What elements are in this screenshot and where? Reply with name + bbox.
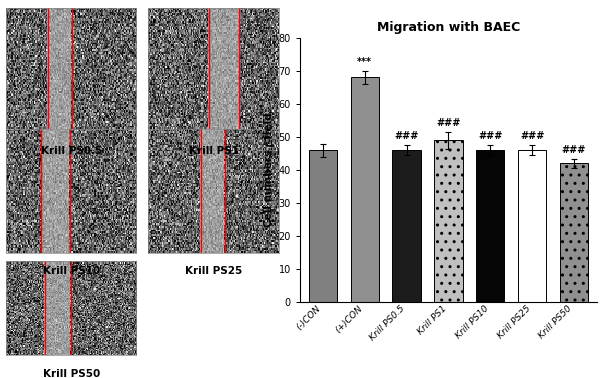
Text: ###: ### [478,131,502,141]
Bar [393,150,421,302]
Bar [560,164,588,302]
Bar [308,150,337,302]
Text: Krill PS1: Krill PS1 [188,146,239,155]
Y-axis label: Cell numbers / field: Cell numbers / field [264,113,275,228]
Text: ###: ### [562,144,586,155]
Text: ###: ### [520,131,544,141]
Bar [435,140,462,302]
Bar [351,77,379,302]
Text: Krill PS25: Krill PS25 [185,266,242,276]
Text: ###: ### [395,131,419,141]
Text: Krill PS50: Krill PS50 [42,369,100,378]
Text: Krill PS10: Krill PS10 [42,266,100,276]
Title: Migration with BAEC: Migration with BAEC [377,21,520,34]
Bar [518,150,546,302]
Bar [476,150,504,302]
Text: ***: *** [358,57,372,67]
Text: Krill PS0.5: Krill PS0.5 [41,146,102,155]
Text: ###: ### [436,118,461,128]
